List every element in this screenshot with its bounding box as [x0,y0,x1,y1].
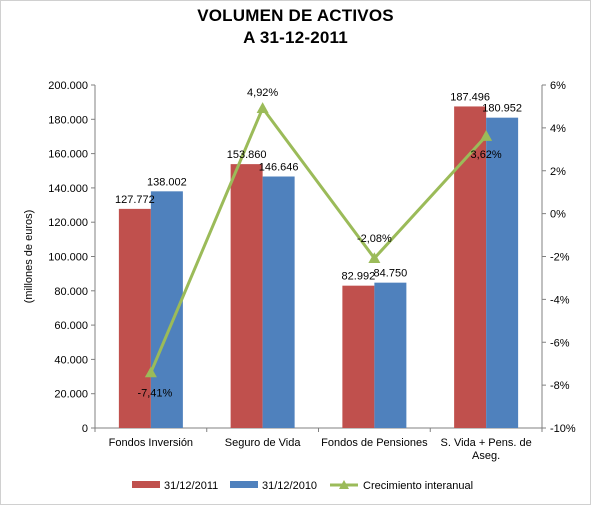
bar [230,164,263,428]
bar-value-label: 187.496 [450,91,490,103]
legend-label: Crecimiento interanual [363,480,473,492]
bars [118,106,519,428]
bar-value-label: 146.646 [259,162,299,174]
growth-value-label: 3,62% [471,149,502,161]
bar [374,282,407,428]
growth-line-path [149,105,488,374]
y2-tick-label: -4% [550,294,570,306]
category-label: Aseg. [472,450,500,462]
growth-line [144,102,493,378]
y2-tick-label: 2% [550,166,566,178]
bar [486,117,519,428]
growth-point-marker [256,102,269,113]
bar [342,285,375,428]
y-tick-label: 160.000 [48,149,88,161]
growth-point-marker [144,366,157,378]
y2-tick-label: -8% [550,380,570,392]
y-tick-label: 100.000 [48,252,88,264]
y-tick-label: 180.000 [48,114,88,126]
growth-point-marker [368,252,381,264]
category-label: Fondos Inversión [109,437,193,449]
legend-swatch [132,481,160,488]
category-label: S. Vida + Pens. de [441,437,532,449]
bar-value-label: 180.952 [482,103,522,115]
chart-title: VOLUMEN DE ACTIVOS [197,6,394,25]
growth-point-marker [480,130,493,141]
y-tick-label: 60.000 [54,320,88,332]
y2-tick-label: -10% [550,423,576,435]
data-labels: 127.772 153.860 82.992 187.496 138.002 146.64… [115,87,522,399]
legend-label: 31/12/2010 [262,480,317,492]
bar-value-label: 127.772 [115,194,155,206]
y-tick-label: 140.000 [48,183,88,195]
legend: 31/12/2011 31/12/2010 Crecimiento interanu… [132,480,473,492]
growth-value-label: 4,92% [247,87,278,99]
y-tick-label: 120.000 [48,217,88,229]
bar [262,176,295,428]
y-tick-label: 20.000 [54,389,88,401]
axes: 0 20.000 40.000 60.000 80.000 100.000 120.000 1… [23,80,576,462]
growth-value-label: -7,41% [137,387,172,399]
y-tick-label: 0 [82,423,88,435]
y2-tick-label: -6% [550,337,570,349]
legend-marker [339,480,349,489]
category-label: Seguro de Vida [225,437,302,449]
y-tick-label: 200.000 [48,80,88,92]
legend-swatch [230,481,258,488]
y-tick-label: 80.000 [54,286,88,298]
bar-value-label: 138.002 [147,176,187,188]
bar-value-label: 82.992 [342,271,376,283]
y2-tick-label: -2% [550,252,570,264]
y-tick-label: 40.000 [54,354,88,366]
y-axis-title: (millones de euros) [23,210,35,304]
legend-label: 31/12/2011 [164,480,218,492]
bar-value-label: 84.750 [374,268,408,280]
y2-tick-label: 4% [550,123,566,135]
chart-subtitle: A 31-12-2011 [243,28,348,47]
category-label: Fondos de Pensiones [321,437,428,449]
growth-value-label: -2,08% [357,233,392,245]
y2-tick-label: 0% [550,209,566,221]
y2-tick-label: 6% [550,80,566,92]
bar [454,106,487,428]
bar [118,208,151,428]
bar-value-label: 153.860 [227,149,267,161]
